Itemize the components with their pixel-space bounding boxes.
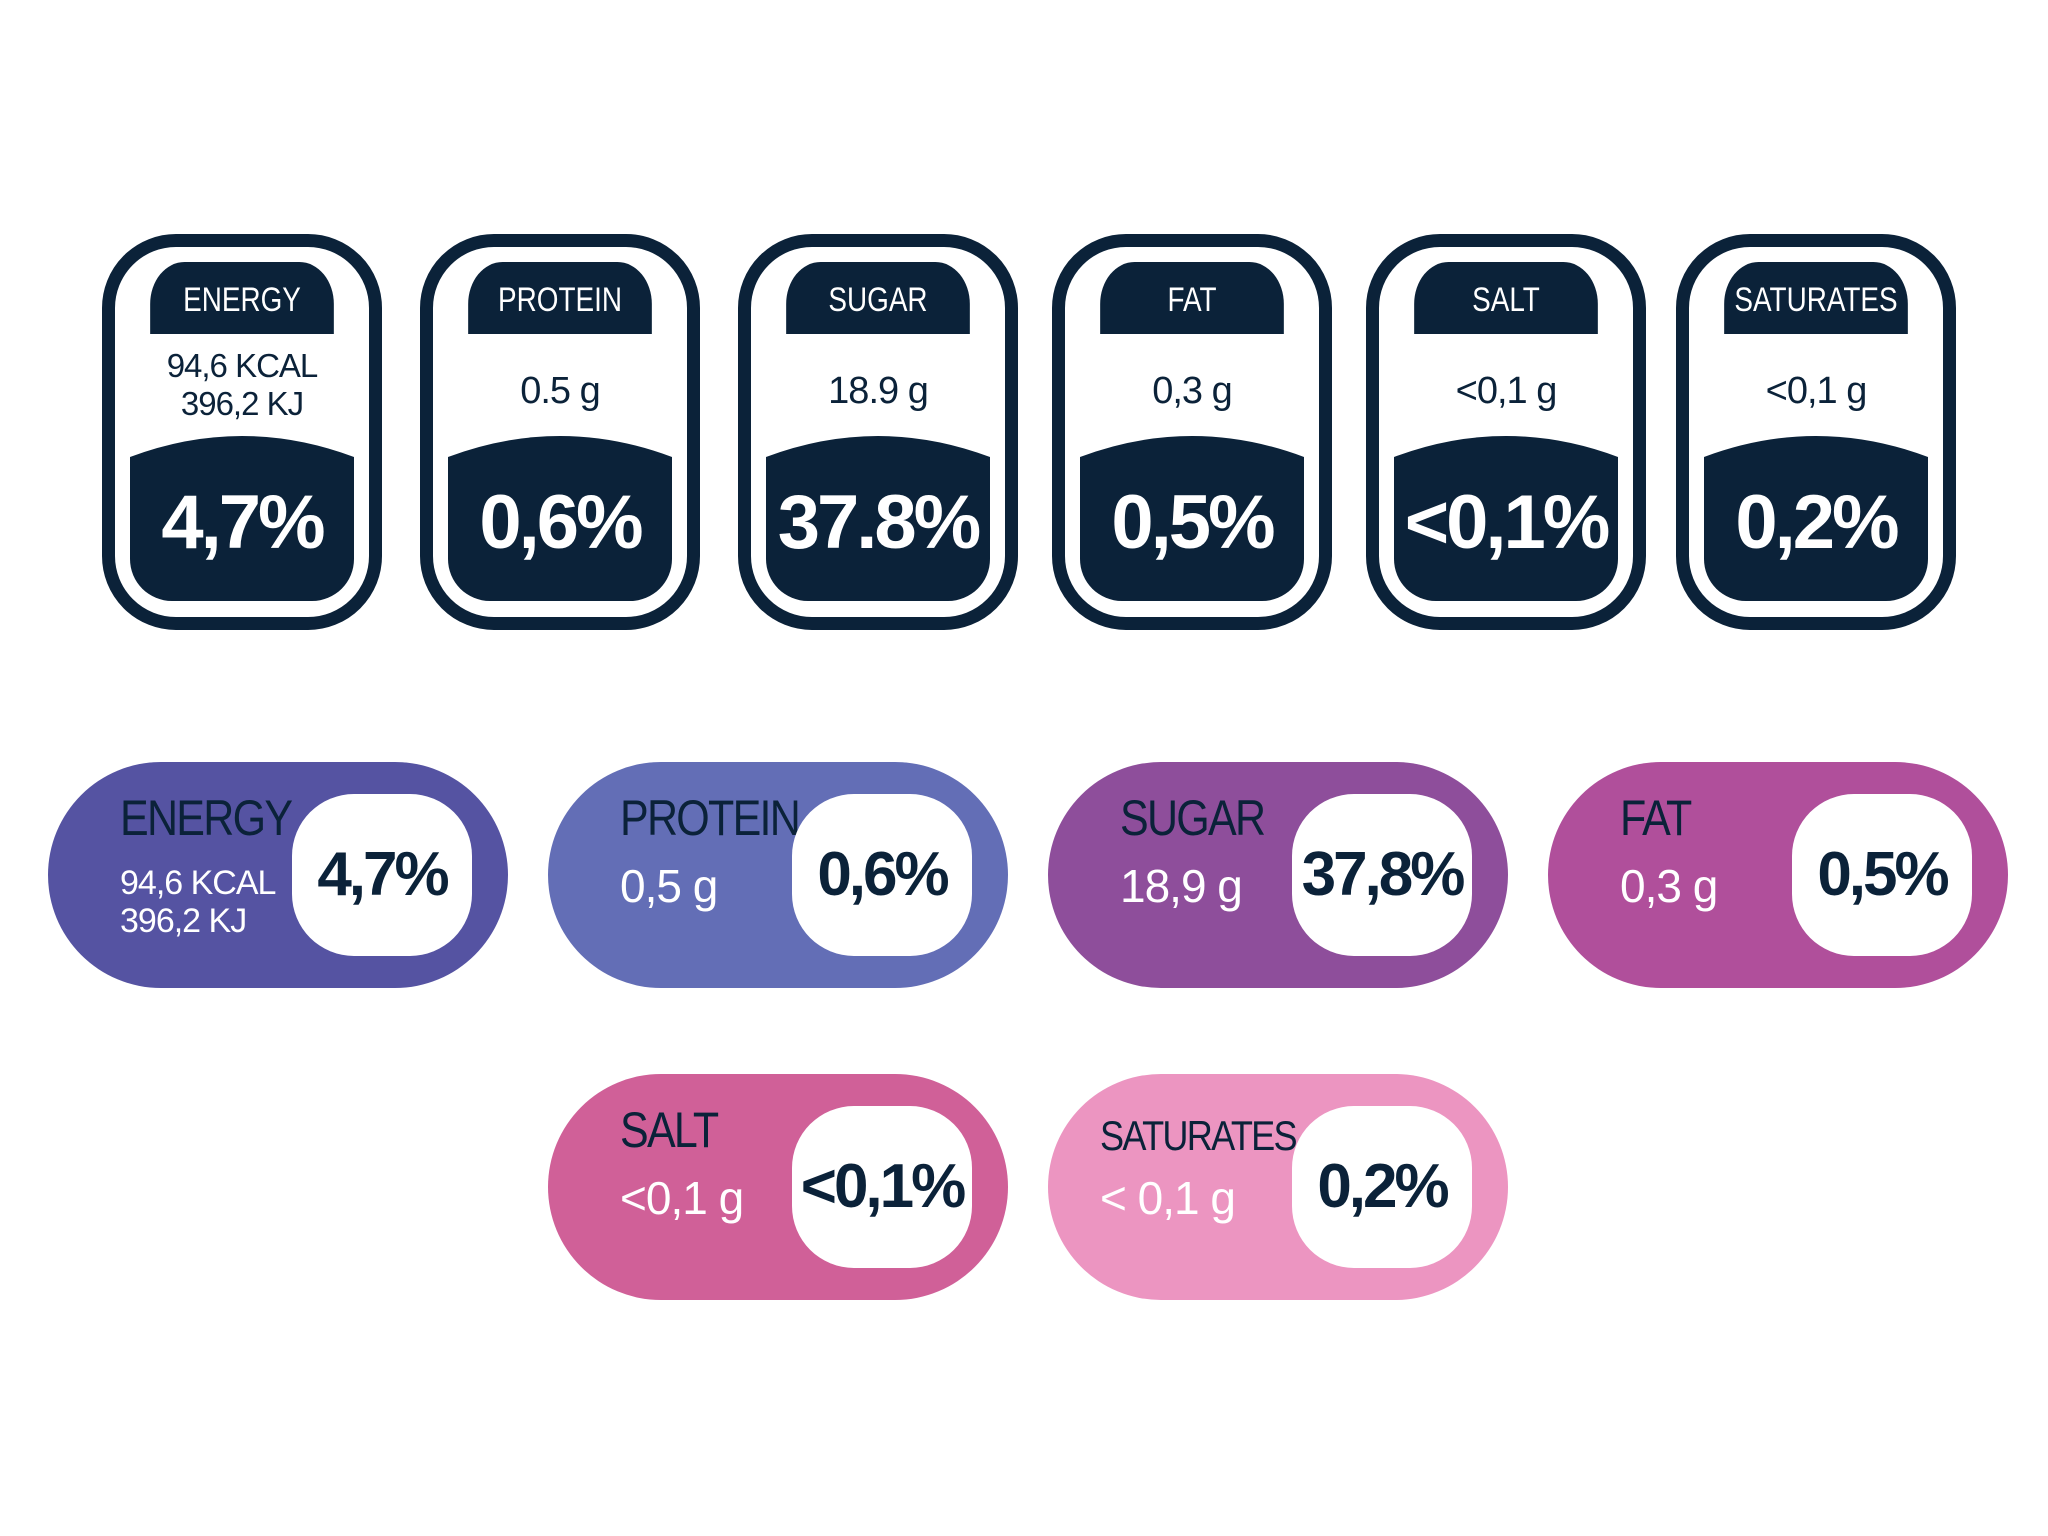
pill-percent: 37,8% [1292, 794, 1472, 956]
tile-percent: 0,2% [1735, 480, 1899, 565]
tile-percent: <0,1% [1404, 480, 1611, 565]
protein-pill: PROTEIN 0,5 g 0,6% [548, 762, 1008, 988]
tile-percent-panel: <0,1% [1394, 431, 1618, 601]
tile-percent-panel: 37.8% [766, 431, 990, 601]
tile-percent-panel: 4,7% [130, 431, 354, 601]
tile-percent: 0,6% [479, 480, 643, 565]
tile-percent: 37.8% [777, 480, 982, 565]
saturates-tile: SATURATES <0,1 g 0,2% [1676, 234, 1956, 630]
pill-name: FAT [1620, 790, 1692, 846]
tile-curve-shape [1080, 436, 1304, 601]
tile-curve-shape [130, 436, 354, 601]
tile-amount: 94,6 KCAL 396,2 KJ [130, 347, 354, 423]
tile-header: SATURATES [1724, 262, 1908, 334]
pill-name: SALT [620, 1102, 719, 1158]
salt-tile: SALT <0,1 g <0,1% [1366, 234, 1646, 630]
tile-header: ENERGY [150, 262, 334, 334]
fat-tile: FAT 0,3 g 0,5% [1052, 234, 1332, 630]
pill-amount-kcal: 94,6 KCAL [120, 864, 276, 902]
tile-percent-panel: 0,5% [1080, 431, 1304, 601]
tile-curve-shape [766, 436, 990, 601]
tile-amount-kcal: 94,6 KCAL [166, 347, 319, 384]
tile-percent-panel: 0,6% [448, 431, 672, 601]
tile-percent: 4,7% [161, 480, 325, 565]
tile-header: SALT [1414, 262, 1598, 334]
pill-amount: 94,6 KCAL 396,2 KJ [120, 864, 276, 940]
tile-amount: <0,1 g [1455, 370, 1558, 412]
pill-name: PROTEIN [620, 790, 801, 846]
pill-amount: 0,5 g [620, 860, 718, 912]
energy-tile: ENERGY 94,6 KCAL 396,2 KJ 4,7% [102, 234, 382, 630]
tile-amount: 18.9 g [828, 370, 929, 412]
tile-percent: 0,5% [1111, 480, 1275, 565]
pill-percent: 0,2% [1292, 1106, 1472, 1268]
tile-curve-shape [1704, 436, 1928, 601]
protein-tile: PROTEIN 0.5 g 0,6% [420, 234, 700, 630]
tile-header: PROTEIN [468, 262, 652, 334]
pill-percent: <0,1% [792, 1106, 972, 1268]
pill-amount: 18,9 g [1120, 860, 1243, 912]
tile-percent-panel: 0,2% [1704, 431, 1928, 601]
pill-name: ENERGY [120, 790, 293, 846]
pill-percent: 0,5% [1792, 794, 1972, 956]
fat-pill: FAT 0,3 g 0,5% [1548, 762, 2008, 988]
salt-pill: SALT <0,1 g <0,1% [548, 1074, 1008, 1300]
sugar-pill: SUGAR 18,9 g 37,8% [1048, 762, 1508, 988]
pill-name: SUGAR [1120, 790, 1266, 846]
tile-header: SUGAR [786, 262, 970, 334]
pill-amount: < 0,1 g [1100, 1172, 1236, 1224]
pill-percent: 4,7% [292, 794, 472, 956]
pill-name: SATURATES [1100, 1112, 1298, 1159]
tile-amount: 0.5 g [520, 370, 601, 412]
tile-amount: 0,3 g [1152, 370, 1233, 412]
sugar-tile: SUGAR 18.9 g 37.8% [738, 234, 1018, 630]
pill-amount: 0,3 g [1620, 860, 1718, 912]
tile-amount-kj: 396,2 KJ [180, 385, 304, 422]
pill-percent: 0,6% [792, 794, 972, 956]
tile-curve-shape [448, 436, 672, 601]
tile-header: FAT [1100, 262, 1284, 334]
tile-amount: <0,1 g [1765, 370, 1868, 412]
energy-pill: ENERGY 94,6 KCAL 396,2 KJ 4,7% [48, 762, 508, 988]
tile-curve-shape [1394, 436, 1618, 601]
pill-amount-kj: 396,2 KJ [120, 902, 247, 940]
saturates-pill: SATURATES < 0,1 g 0,2% [1048, 1074, 1508, 1300]
pill-amount: <0,1 g [620, 1172, 744, 1224]
